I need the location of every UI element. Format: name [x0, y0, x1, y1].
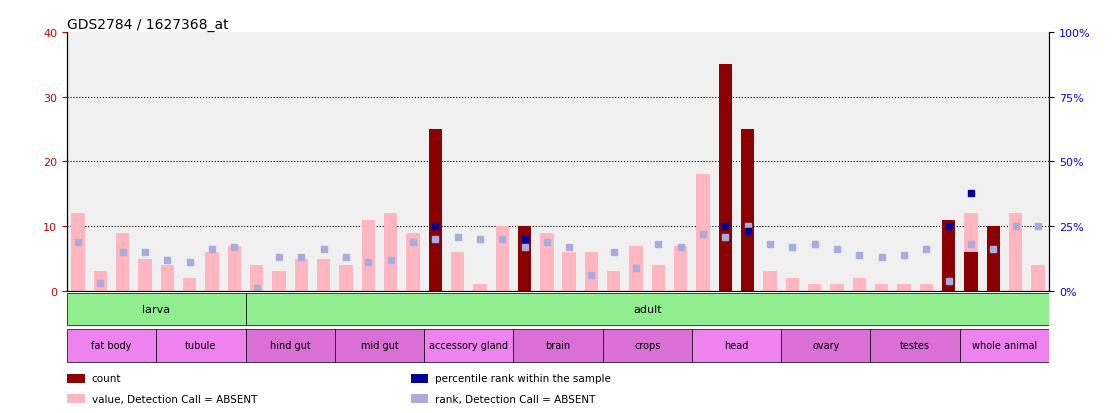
Text: whole animal: whole animal	[972, 340, 1037, 350]
Text: testes: testes	[901, 340, 930, 350]
Bar	[853, 278, 866, 291]
Bar	[674, 246, 687, 291]
Bar	[741, 130, 754, 291]
Bar	[67, 394, 85, 404]
Bar	[116, 233, 129, 291]
Text: crops: crops	[634, 340, 661, 350]
Bar	[942, 285, 955, 291]
FancyBboxPatch shape	[781, 329, 870, 362]
Bar	[1009, 214, 1022, 291]
Text: fat body: fat body	[92, 340, 132, 350]
FancyBboxPatch shape	[246, 293, 1049, 325]
Bar	[585, 252, 598, 291]
Text: hind gut: hind gut	[270, 340, 310, 350]
Bar	[540, 233, 554, 291]
Text: count: count	[92, 373, 121, 383]
Bar	[696, 175, 710, 291]
Bar	[161, 265, 174, 291]
Text: larva: larva	[142, 304, 171, 314]
Bar	[987, 252, 1000, 291]
Bar	[67, 374, 85, 383]
FancyBboxPatch shape	[960, 329, 1049, 362]
Bar	[897, 285, 911, 291]
Text: accessory gland: accessory gland	[430, 340, 508, 350]
Bar	[741, 201, 754, 291]
FancyBboxPatch shape	[603, 329, 692, 362]
Bar	[964, 214, 978, 291]
Text: tubule: tubule	[185, 340, 217, 350]
Bar	[228, 246, 241, 291]
Bar	[411, 374, 429, 383]
Bar	[295, 259, 308, 291]
Bar	[652, 265, 665, 291]
Text: rank, Detection Call = ABSENT: rank, Detection Call = ABSENT	[435, 394, 596, 404]
Text: brain: brain	[546, 340, 570, 350]
FancyBboxPatch shape	[67, 293, 246, 325]
Text: value, Detection Call = ABSENT: value, Detection Call = ABSENT	[92, 394, 257, 404]
Bar	[250, 265, 263, 291]
Bar	[384, 214, 397, 291]
Bar	[183, 278, 196, 291]
Bar	[496, 227, 509, 291]
FancyBboxPatch shape	[424, 329, 513, 362]
FancyBboxPatch shape	[692, 329, 781, 362]
Bar	[411, 394, 429, 404]
Bar	[272, 272, 286, 291]
Bar	[719, 65, 732, 291]
Bar	[607, 272, 620, 291]
Bar	[362, 220, 375, 291]
Bar	[406, 233, 420, 291]
Bar	[920, 285, 933, 291]
FancyBboxPatch shape	[246, 329, 335, 362]
Text: head: head	[724, 340, 749, 350]
Bar	[205, 252, 219, 291]
Bar	[719, 240, 732, 291]
Bar	[518, 233, 531, 291]
Bar	[786, 278, 799, 291]
Bar	[451, 252, 464, 291]
Text: GDS2784 / 1627368_at: GDS2784 / 1627368_at	[67, 18, 229, 32]
Bar	[830, 285, 844, 291]
Bar	[763, 272, 777, 291]
Bar	[339, 265, 353, 291]
Text: mid gut: mid gut	[360, 340, 398, 350]
Bar	[317, 259, 330, 291]
Bar	[875, 285, 888, 291]
Bar	[473, 285, 487, 291]
FancyBboxPatch shape	[513, 329, 603, 362]
FancyBboxPatch shape	[335, 329, 424, 362]
Bar	[942, 220, 955, 291]
Text: percentile rank within the sample: percentile rank within the sample	[435, 373, 612, 383]
Bar	[94, 272, 107, 291]
Bar	[964, 252, 978, 291]
FancyBboxPatch shape	[67, 329, 156, 362]
Bar	[429, 130, 442, 291]
Text: ovary: ovary	[812, 340, 839, 350]
Bar	[138, 259, 152, 291]
Bar	[808, 285, 821, 291]
Bar	[71, 214, 85, 291]
FancyBboxPatch shape	[156, 329, 246, 362]
FancyBboxPatch shape	[870, 329, 960, 362]
Bar	[518, 227, 531, 291]
Text: adult: adult	[633, 304, 662, 314]
Bar	[629, 246, 643, 291]
Bar	[429, 214, 442, 291]
Bar	[562, 252, 576, 291]
Bar	[1031, 265, 1045, 291]
Bar	[987, 227, 1000, 291]
